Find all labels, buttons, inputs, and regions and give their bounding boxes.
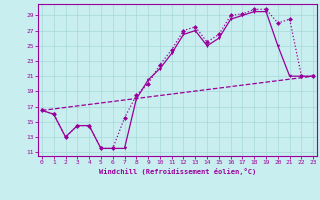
X-axis label: Windchill (Refroidissement éolien,°C): Windchill (Refroidissement éolien,°C) — [99, 168, 256, 175]
